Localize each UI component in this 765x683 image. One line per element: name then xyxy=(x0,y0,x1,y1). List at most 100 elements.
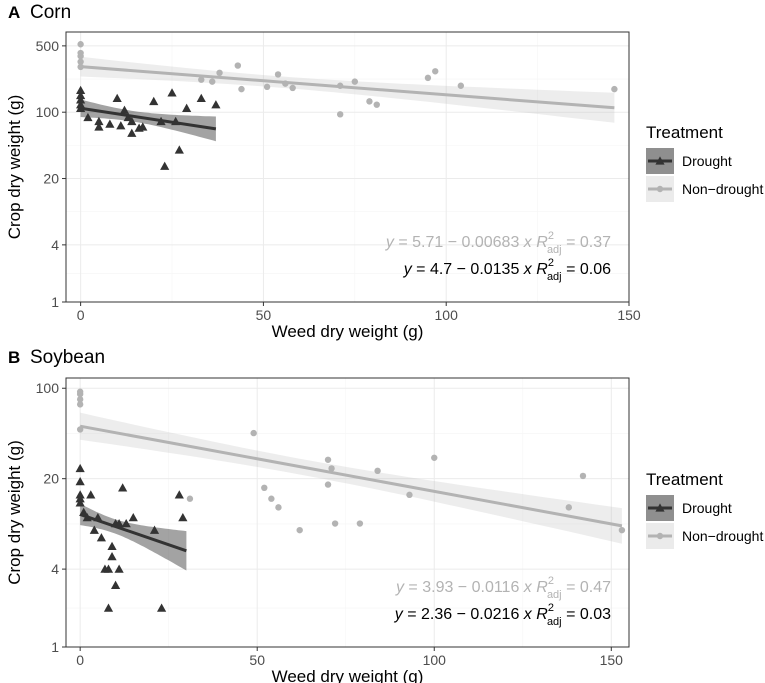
data-point-non-drought xyxy=(77,41,84,48)
panel-letter: B xyxy=(8,348,20,367)
data-point-non-drought xyxy=(296,526,303,534)
plot-border xyxy=(65,377,630,648)
data-point-drought xyxy=(157,603,167,612)
data-point-drought xyxy=(103,564,114,573)
data-point-non-drought xyxy=(209,78,216,85)
data-point-non-drought xyxy=(250,429,257,437)
equation-r-sub: adj xyxy=(547,589,562,601)
equation-body: = 5.71 − 0.00683 xyxy=(394,234,524,251)
data-point-drought xyxy=(86,490,96,499)
equation-r-sup: 2 xyxy=(548,230,554,242)
data-point-drought xyxy=(149,96,159,106)
data-point-drought xyxy=(182,103,192,112)
data-point-non-drought xyxy=(274,71,282,78)
data-point-drought xyxy=(79,507,89,516)
panel-letter: A xyxy=(8,3,20,22)
data-point-drought xyxy=(127,116,137,126)
legend-key-drought: Drought xyxy=(646,148,732,174)
equation-drought: y = 2.36 − 0.0216 x R2 adj = 0.03 xyxy=(394,602,611,628)
fit-line-non-drought xyxy=(80,65,615,110)
y-tick-label: 100 xyxy=(36,104,60,120)
x-axis-title: Weed dry weight (g) xyxy=(272,322,424,341)
legend-title: Treatment xyxy=(646,123,723,142)
data-point-drought xyxy=(156,116,166,126)
data-point-drought xyxy=(121,518,131,528)
legend-marker-circle xyxy=(656,185,664,193)
legend-marker-triangle xyxy=(655,503,665,512)
data-point-drought xyxy=(174,490,184,499)
data-point-non-drought xyxy=(432,68,439,75)
data-point-non-drought xyxy=(374,467,381,475)
y-axis-title: Crop dry weight (g) xyxy=(5,95,24,240)
data-point-non-drought xyxy=(76,401,84,408)
data-point-non-drought xyxy=(77,58,84,65)
y-tick-label: 4 xyxy=(51,561,59,577)
confidence-band-non-drought xyxy=(80,412,622,544)
data-point-non-drought xyxy=(186,495,194,502)
x-tick-label: 50 xyxy=(256,307,272,323)
x-tick-label: 150 xyxy=(617,307,641,323)
equation-body: = 2.36 − 0.0216 xyxy=(403,606,524,623)
legend-label: Drought xyxy=(682,500,732,516)
data-point-non-drought xyxy=(261,484,268,492)
data-point-non-drought xyxy=(366,98,373,105)
data-point-drought xyxy=(178,513,188,522)
equation-x: x xyxy=(523,234,533,251)
data-point-drought xyxy=(128,513,138,522)
data-point-drought xyxy=(118,483,128,492)
confidence-band-drought xyxy=(80,99,216,142)
plot-background xyxy=(66,378,629,647)
equation-r-value: = 0.03 xyxy=(562,606,611,623)
data-point-drought xyxy=(211,100,221,109)
y-tick-label: 100 xyxy=(36,380,60,396)
equation-r-value: = 0.06 xyxy=(562,261,611,278)
equation-r-value: = 0.37 xyxy=(562,234,611,251)
data-point-drought xyxy=(116,121,126,130)
x-tick-label: 150 xyxy=(600,652,624,668)
data-point-non-drought xyxy=(238,85,245,93)
x-tick-label: 100 xyxy=(435,307,459,323)
chart-title: Corn xyxy=(30,2,71,23)
data-point-non-drought xyxy=(282,80,289,87)
equation-r-sup: 2 xyxy=(548,257,554,269)
data-point-non-drought xyxy=(618,526,626,534)
data-point-drought xyxy=(82,513,92,522)
legend-label: Drought xyxy=(682,153,732,169)
data-point-drought xyxy=(75,490,85,499)
data-point-non-drought xyxy=(579,472,587,480)
data-point-drought xyxy=(76,100,86,109)
equation-r-sup: 2 xyxy=(548,602,554,614)
equation-y: y xyxy=(394,606,404,623)
equation-r-sup: 2 xyxy=(548,575,554,587)
plot-border xyxy=(65,31,630,303)
data-point-drought xyxy=(167,88,177,97)
data-point-non-drought xyxy=(431,454,438,461)
legend-marker-triangle xyxy=(655,156,665,165)
equation-non-drought: y = 3.93 − 0.0116 x R2 adj = 0.47 xyxy=(395,575,611,601)
legend-marker-circle xyxy=(656,532,664,540)
data-point-drought xyxy=(76,95,86,104)
data-point-drought xyxy=(138,122,148,131)
y-tick-label: 20 xyxy=(43,471,59,487)
data-point-non-drought xyxy=(263,83,271,91)
data-point-non-drought xyxy=(198,76,205,83)
data-point-drought xyxy=(89,525,99,534)
data-point-drought xyxy=(107,551,117,561)
data-point-non-drought xyxy=(336,111,344,118)
x-tick-label: 0 xyxy=(77,307,85,323)
legend-key-drought: Drought xyxy=(646,495,732,521)
data-point-non-drought xyxy=(216,69,223,77)
equation-body: = 4.7 − 0.0135 xyxy=(412,261,524,278)
y-axis-title: Crop dry weight (g) xyxy=(5,440,24,585)
legend: Treatment Drought Non−drought xyxy=(646,470,763,549)
data-point-non-drought xyxy=(457,82,465,89)
x-axis-title: Weed dry weight (g) xyxy=(272,667,424,683)
data-point-drought xyxy=(75,463,85,473)
equation-r: R xyxy=(536,579,548,596)
data-point-drought xyxy=(174,145,184,154)
data-point-non-drought xyxy=(324,481,332,488)
confidence-band-drought xyxy=(80,503,187,571)
data-point-non-drought xyxy=(289,84,296,92)
data-point-drought xyxy=(114,564,124,573)
